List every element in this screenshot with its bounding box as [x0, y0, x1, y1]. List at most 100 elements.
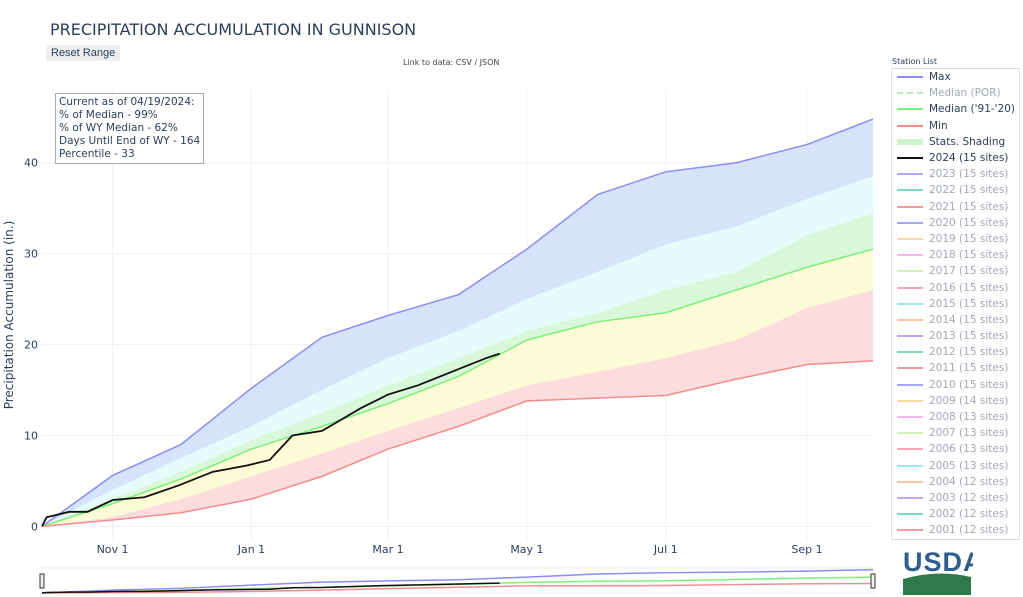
legend-item[interactable]: Min	[892, 118, 1019, 134]
y-tick-label: 0	[31, 520, 38, 533]
data-link[interactable]: Link to data: CSV / JSON	[403, 58, 500, 67]
legend-item[interactable]: 2013 (15 sites)	[892, 328, 1019, 344]
legend-item[interactable]: 2012 (15 sites)	[892, 344, 1019, 360]
band-max-90	[42, 119, 873, 527]
legend-item[interactable]: 2024 (15 sites)	[892, 150, 1019, 166]
range-slider-handle[interactable]	[870, 573, 876, 589]
legend-title: Station List	[892, 57, 937, 66]
legend-swatch	[897, 416, 923, 419]
info-line: % of Median - 99%	[59, 109, 158, 121]
legend-label: 2006 (13 sites)	[929, 443, 1009, 456]
legend-label: 2011 (15 sites)	[929, 362, 1009, 375]
legend-label: 2007 (13 sites)	[929, 427, 1009, 440]
legend-label: 2012 (15 sites)	[929, 346, 1009, 359]
legend-label: 2008 (13 sites)	[929, 411, 1009, 424]
legend-item[interactable]: 2017 (15 sites)	[892, 263, 1019, 279]
legend-label: 2020 (15 sites)	[929, 216, 1009, 229]
usda-logo: USDA	[903, 547, 973, 595]
legend-swatch	[897, 124, 923, 127]
y-axis-label: Precipitation Accumulation (in.)	[2, 221, 16, 410]
legend-swatch	[897, 92, 923, 95]
series-2024-line	[41, 352, 500, 527]
legend-swatch	[897, 383, 923, 386]
legend-swatch	[897, 318, 923, 321]
legend-item[interactable]: 2019 (15 sites)	[892, 231, 1019, 247]
y-tick-label: 40	[24, 157, 38, 170]
reset-range-button[interactable]: Reset Range	[46, 45, 121, 61]
y-tick-label: 20	[24, 339, 38, 352]
legend-label: 2015 (15 sites)	[929, 297, 1009, 310]
info-line: % of WY Median - 62%	[59, 122, 178, 134]
legend-item[interactable]: 2002 (12 sites)	[892, 506, 1019, 522]
legend-item[interactable]: 2006 (13 sites)	[892, 441, 1019, 457]
info-line: Days Until End of WY - 164	[59, 135, 201, 147]
legend-label: 2017 (15 sites)	[929, 265, 1009, 278]
legend-item[interactable]: 2014 (15 sites)	[892, 312, 1019, 328]
info-line: Current as of 04/19/2024:	[59, 96, 195, 108]
x-tick-label: Jul 1	[653, 543, 678, 556]
info-line: Percentile - 33	[59, 148, 135, 160]
legend-label: Min	[929, 119, 948, 132]
legend-swatch	[897, 76, 923, 79]
legend-item[interactable]: 2007 (13 sites)	[892, 425, 1019, 441]
legend-item[interactable]: 2015 (15 sites)	[892, 296, 1019, 312]
legend-label: Median (POR)	[929, 87, 1001, 100]
legend-item[interactable]: Median (POR)	[892, 85, 1019, 101]
legend-swatch	[897, 108, 923, 111]
legend-item[interactable]: 2016 (15 sites)	[892, 279, 1019, 295]
legend-swatch	[897, 221, 923, 224]
legend-swatch	[897, 205, 923, 208]
legend-item[interactable]: 2023 (15 sites)	[892, 166, 1019, 182]
range-slider-handle[interactable]	[39, 573, 45, 589]
legend-swatch	[897, 270, 923, 273]
legend-swatch	[897, 254, 923, 257]
legend-item[interactable]: 2004 (12 sites)	[892, 474, 1019, 490]
legend-item[interactable]: Stats. Shading	[892, 134, 1019, 150]
legend-item[interactable]: 2018 (15 sites)	[892, 247, 1019, 263]
legend-swatch	[897, 286, 923, 289]
legend-swatch	[897, 367, 923, 370]
legend-item[interactable]: 2009 (14 sites)	[892, 393, 1019, 409]
legend-swatch	[897, 432, 923, 435]
legend-label: Median ('91-'20)	[929, 103, 1016, 116]
legend-item[interactable]: Max	[892, 69, 1019, 85]
range-slider-2024	[41, 582, 500, 594]
legend-swatch	[897, 399, 923, 402]
legend[interactable]: Max Median (POR) Median ('91-'20) Min Stats.…	[891, 68, 1020, 540]
x-tick-label: May 1	[510, 543, 543, 556]
legend-label: Max	[929, 71, 951, 84]
legend-label: 2010 (15 sites)	[929, 378, 1009, 391]
x-tick-label: Sep 1	[791, 543, 822, 556]
range-slider-series	[41, 582, 874, 594]
chart-title: PRECIPITATION ACCUMULATION IN GUNNISON	[50, 20, 417, 39]
legend-item[interactable]: 2022 (15 sites)	[892, 182, 1019, 198]
legend-swatch	[897, 189, 923, 192]
range-slider-series	[41, 568, 874, 594]
x-tick-label: Nov 1	[97, 543, 129, 556]
x-tick-label: Mar 1	[372, 543, 403, 556]
legend-label: 2013 (15 sites)	[929, 330, 1009, 343]
legend-item[interactable]: 2003 (12 sites)	[892, 490, 1019, 506]
legend-item[interactable]: 2010 (15 sites)	[892, 377, 1019, 393]
legend-swatch	[897, 173, 923, 176]
legend-item[interactable]: 2021 (15 sites)	[892, 199, 1019, 215]
legend-label: 2016 (15 sites)	[929, 281, 1009, 294]
legend-label: 2009 (14 sites)	[929, 394, 1009, 407]
svg-text:USDA: USDA	[903, 547, 973, 577]
legend-item[interactable]: Median ('91-'20)	[892, 101, 1019, 117]
legend-label: 2018 (15 sites)	[929, 249, 1009, 262]
legend-item[interactable]: 2008 (13 sites)	[892, 409, 1019, 425]
legend-item[interactable]: 2001 (12 sites)	[892, 522, 1019, 538]
legend-item[interactable]: 2020 (15 sites)	[892, 215, 1019, 231]
legend-label: 2023 (15 sites)	[929, 168, 1009, 181]
info-box: Current as of 04/19/2024: % of Median - …	[55, 93, 205, 164]
legend-item[interactable]: 2005 (13 sites)	[892, 458, 1019, 474]
series-max-line	[41, 118, 874, 527]
legend-item[interactable]: 2011 (15 sites)	[892, 360, 1019, 376]
legend-swatch	[897, 157, 923, 160]
legend-label: 2019 (15 sites)	[929, 232, 1009, 245]
legend-label: 2021 (15 sites)	[929, 200, 1009, 213]
band-median-30	[42, 249, 873, 527]
series-median-91-20--line	[41, 248, 874, 528]
